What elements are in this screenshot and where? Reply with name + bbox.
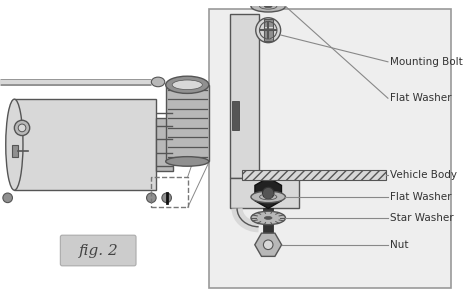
Ellipse shape bbox=[251, 191, 285, 203]
Bar bbox=[242, 170, 386, 180]
Text: Vehicle Body: Vehicle Body bbox=[390, 170, 457, 180]
Bar bbox=[230, 14, 259, 178]
Circle shape bbox=[3, 193, 12, 203]
Bar bbox=[230, 178, 299, 208]
Text: Flat Washer: Flat Washer bbox=[390, 192, 451, 202]
Circle shape bbox=[264, 240, 273, 249]
Circle shape bbox=[263, 187, 274, 199]
Ellipse shape bbox=[151, 77, 165, 87]
Bar bbox=[232, 101, 238, 130]
Bar bbox=[209, 9, 451, 288]
Bar bbox=[151, 177, 188, 207]
Circle shape bbox=[18, 124, 26, 132]
Ellipse shape bbox=[264, 217, 272, 219]
Ellipse shape bbox=[166, 157, 209, 166]
Ellipse shape bbox=[6, 99, 23, 190]
Ellipse shape bbox=[251, 211, 285, 225]
Ellipse shape bbox=[264, 5, 272, 8]
Circle shape bbox=[256, 18, 281, 43]
Text: Nut: Nut bbox=[390, 240, 408, 250]
Text: Flat Washer: Flat Washer bbox=[390, 93, 451, 103]
Circle shape bbox=[162, 193, 172, 203]
Bar bbox=[263, 208, 273, 235]
Ellipse shape bbox=[251, 1, 285, 12]
Bar bbox=[264, 19, 273, 41]
Bar bbox=[166, 85, 209, 162]
Ellipse shape bbox=[264, 195, 272, 198]
Bar bbox=[156, 118, 173, 171]
Bar bbox=[14, 99, 156, 190]
Text: fig. 2: fig. 2 bbox=[79, 244, 118, 257]
Circle shape bbox=[146, 193, 156, 203]
Text: Mounting Bolt: Mounting Bolt bbox=[390, 57, 463, 67]
Ellipse shape bbox=[172, 80, 202, 90]
Text: Star Washer: Star Washer bbox=[390, 213, 454, 223]
Ellipse shape bbox=[166, 76, 209, 94]
Bar bbox=[12, 145, 18, 157]
FancyBboxPatch shape bbox=[60, 235, 136, 266]
Circle shape bbox=[14, 120, 30, 135]
